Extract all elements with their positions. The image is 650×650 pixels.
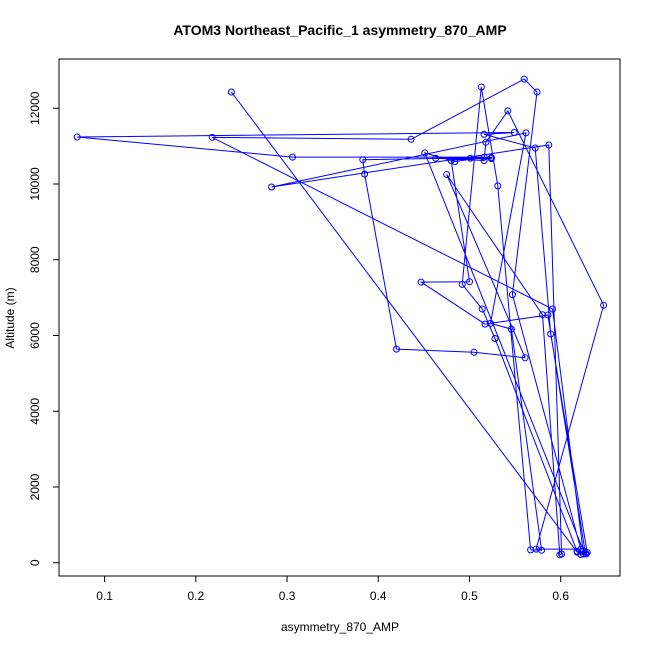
data-point: [545, 141, 553, 149]
y-axis: 0 2000 4000 6000 8000 10000 12000: [28, 91, 60, 566]
data-point: [539, 311, 546, 319]
data-point: [507, 325, 515, 333]
data-point: [481, 320, 489, 328]
y-tick-label: 0: [28, 559, 42, 566]
data-point: [508, 291, 516, 299]
y-tick-label: 8000: [28, 246, 42, 273]
data-point: [544, 311, 552, 319]
data-point: [532, 545, 540, 553]
data-point: [491, 335, 499, 342]
data-point: [208, 133, 216, 141]
data-point: [480, 153, 488, 161]
data-point: [268, 183, 275, 191]
data-point: [494, 182, 502, 190]
data-point: [73, 133, 81, 141]
x-axis-label: asymmetry_870_AMP: [281, 620, 399, 634]
data-point: [227, 88, 235, 96]
data-point: [447, 157, 455, 164]
data-point: [417, 278, 425, 286]
data-point: [466, 278, 473, 286]
x-tick-label: 0.4: [370, 589, 387, 603]
data-point: [451, 158, 459, 166]
x-tick-label: 0.1: [96, 589, 113, 603]
data-point: [289, 153, 296, 161]
data-point: [470, 348, 478, 356]
data-point: [458, 280, 466, 288]
data-point: [361, 170, 369, 178]
data-point: [521, 354, 529, 362]
y-axis-label: Altitude (m): [3, 287, 17, 348]
y-tick-label: 10000: [28, 167, 42, 201]
data-point: [478, 305, 486, 313]
data-point: [393, 345, 400, 353]
data-point: [482, 138, 490, 146]
chart-title: ATOM3 Northeast_Pacific_1 asymmetry_870_…: [173, 22, 506, 38]
data-point: [477, 83, 485, 91]
data-point: [480, 157, 488, 164]
data-point: [581, 549, 589, 557]
y-tick-label: 6000: [28, 322, 42, 349]
data-point: [480, 130, 488, 138]
data-point: [580, 547, 587, 555]
y-tick-label: 12000: [28, 91, 42, 125]
data-point: [421, 149, 429, 157]
x-tick-label: 0.2: [187, 589, 204, 603]
data-point: [533, 88, 541, 96]
data-point: [510, 129, 518, 136]
x-tick-label: 0.3: [279, 589, 296, 603]
data-point: [580, 550, 587, 558]
data-point: [600, 301, 608, 309]
x-axis: 0.1 0.2 0.3 0.4 0.5 0.6: [96, 575, 569, 603]
data-point: [359, 156, 367, 164]
y-tick-label: 2000: [28, 473, 42, 500]
data-point: [547, 330, 555, 338]
data-point: [466, 154, 474, 162]
data-point: [520, 75, 528, 83]
data-point: [531, 144, 539, 152]
data-point: [556, 551, 564, 559]
data-point: [504, 107, 512, 115]
series-layer: [73, 75, 608, 559]
x-tick-label: 0.5: [461, 589, 478, 603]
y-tick-label: 4000: [28, 398, 42, 425]
data-point: [443, 171, 451, 178]
data-point: [407, 135, 415, 143]
x-tick-label: 0.6: [552, 589, 569, 603]
data-point: [522, 129, 530, 137]
data-point: [487, 155, 495, 163]
data-point: [549, 305, 556, 313]
data-point: [432, 154, 440, 162]
series-line: [77, 78, 605, 556]
